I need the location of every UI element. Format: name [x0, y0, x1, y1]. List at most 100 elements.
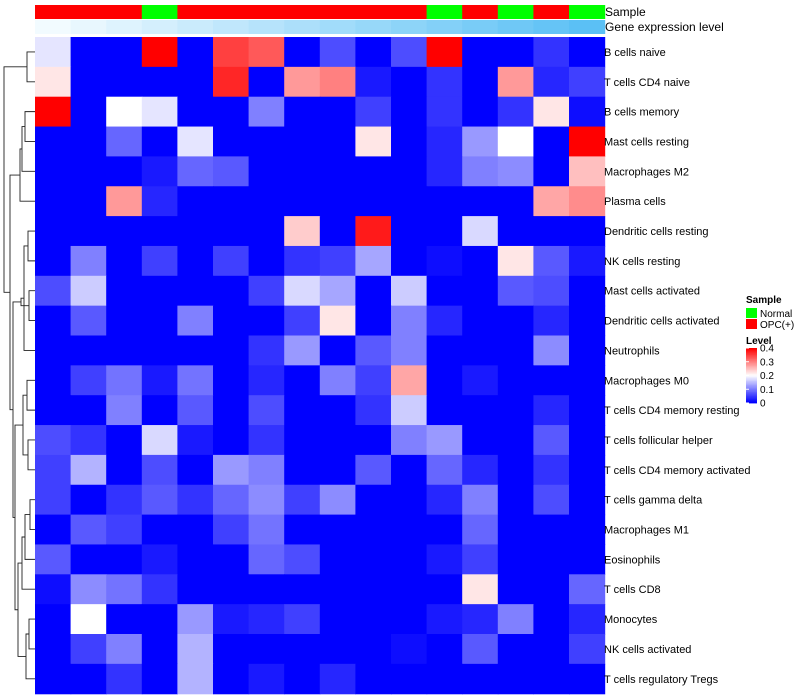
gene-level-annotation-cell: [533, 20, 570, 34]
heatmap-cell: [355, 663, 392, 695]
heatmap-cell: [391, 216, 428, 247]
heatmap-cell: [319, 484, 356, 516]
legend-sample-title: Sample: [746, 295, 782, 306]
heatmap-cell: [391, 275, 428, 307]
heatmap-cell: [497, 365, 534, 396]
heatmap-cell: [497, 544, 534, 575]
heatmap-cell: [569, 275, 606, 307]
heatmap-cell: [284, 484, 321, 516]
heatmap-cell: [533, 634, 570, 665]
heatmap-cell: [569, 574, 606, 605]
gene-level-annotation-cell: [497, 20, 534, 34]
heatmap-cell: [213, 305, 250, 337]
legend-level-gradient-step: [746, 375, 757, 378]
heatmap-cell: [213, 484, 250, 516]
heatmap-cell: [35, 365, 72, 396]
heatmap-cell: [533, 66, 570, 98]
heatmap-cell: [284, 574, 321, 605]
heatmap-cell: [248, 96, 285, 128]
heatmap-cell: [35, 544, 72, 575]
heatmap-cell: [426, 335, 463, 366]
row-dendrogram: [3, 51, 35, 680]
heatmap-cell: [497, 634, 534, 665]
heatmap-cell: [284, 514, 321, 546]
heatmap-cell: [391, 37, 428, 68]
heatmap-cell: [70, 37, 107, 68]
heatmap-cell: [141, 335, 178, 366]
heatmap-cell: [248, 454, 285, 486]
heatmap-cell: [70, 156, 107, 187]
heatmap-cell: [141, 66, 178, 98]
heatmap-cell: [462, 37, 499, 68]
row-label: B cells memory: [604, 107, 680, 119]
legend-level-tick-label: 0.1: [760, 385, 774, 396]
heatmap-cell: [569, 305, 606, 337]
row-label: Macrophages M1: [604, 525, 689, 537]
heatmap-cell: [35, 335, 72, 366]
heatmap-cell: [106, 663, 143, 695]
legend-level-gradient-step: [746, 370, 757, 372]
heatmap-cell: [355, 126, 392, 157]
gene-level-annotation-cell: [319, 20, 356, 34]
heatmap-cell: [462, 634, 499, 665]
heatmap-cell: [462, 216, 499, 247]
heatmap-cell: [284, 634, 321, 665]
heatmap-cell: [284, 186, 321, 217]
heatmap-cell: [355, 574, 392, 605]
row-label: Mast cells resting: [604, 137, 689, 149]
heatmap-cell: [177, 275, 214, 307]
heatmap-cell: [213, 544, 250, 575]
heatmap-cell: [533, 186, 570, 217]
sample-annotation-cell: [35, 5, 72, 19]
heatmap-cell: [177, 634, 214, 665]
heatmap-cell: [106, 395, 143, 426]
heatmap-cell: [213, 66, 250, 98]
heatmap-cell: [141, 245, 178, 277]
row-label: Macrophages M0: [604, 375, 689, 387]
heatmap-cell: [177, 335, 214, 366]
heatmap-cell: [391, 634, 428, 665]
heatmap-cell: [426, 484, 463, 516]
legend-level-gradient-step: [746, 364, 757, 367]
heatmap-cell: [462, 514, 499, 546]
heatmap-cell: [70, 544, 107, 575]
heatmap-cell: [462, 305, 499, 337]
heatmap-cell: [177, 514, 214, 546]
heatmap-cell: [569, 66, 606, 98]
heatmap-cell: [391, 484, 428, 516]
heatmap-cell: [35, 216, 72, 247]
heatmap-cell: [391, 156, 428, 187]
legend-sample-label: Normal: [760, 309, 792, 320]
heatmap-cell: [391, 96, 428, 128]
heatmap-cell: [462, 156, 499, 187]
heatmap-cell: [426, 216, 463, 247]
legend-level-tick-label: 0.4: [760, 344, 774, 355]
heatmap-cell: [106, 544, 143, 575]
heatmap-cell: [497, 604, 534, 635]
gene-level-annotation-cell: [426, 20, 463, 34]
heatmap-cell: [141, 634, 178, 665]
heatmap-cell: [497, 66, 534, 98]
legend-sample-swatch: [746, 319, 757, 329]
legend-level-gradient-step: [746, 376, 757, 379]
heatmap-cell: [213, 245, 250, 277]
legend-level-gradient-step: [746, 394, 757, 397]
heatmap-cell: [391, 245, 428, 277]
heatmap-cell: [284, 365, 321, 396]
legend-level-gradient-step: [746, 357, 757, 360]
heatmap-cell: [355, 514, 392, 546]
sample-annotation-cell: [426, 5, 463, 19]
heatmap-cell: [497, 395, 534, 426]
heatmap-cell: [284, 156, 321, 187]
heatmap-cell: [569, 544, 606, 575]
heatmap-cell: [248, 484, 285, 516]
heatmap-cell: [141, 365, 178, 396]
legend-level-gradient-step: [746, 354, 757, 357]
heatmap-cell: [426, 186, 463, 217]
heatmap-cell: [284, 245, 321, 277]
heatmap-cell: [391, 365, 428, 396]
heatmap-cell: [426, 604, 463, 635]
heatmap-cell: [319, 126, 356, 157]
heatmap-cell: [248, 634, 285, 665]
